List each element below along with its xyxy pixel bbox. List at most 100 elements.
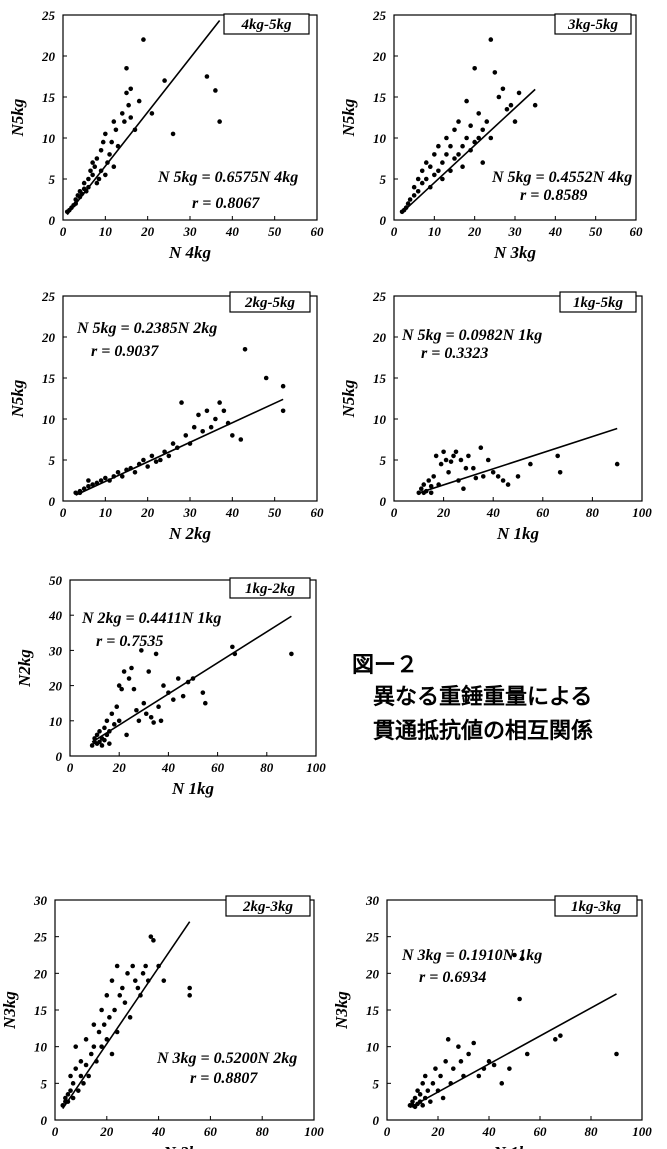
data-point bbox=[187, 985, 192, 991]
data-point bbox=[480, 160, 486, 165]
data-point bbox=[128, 115, 134, 120]
data-point bbox=[263, 375, 269, 381]
data-point bbox=[151, 720, 156, 725]
x-tick-label: 40 bbox=[151, 1124, 166, 1139]
x-tick-label: 50 bbox=[589, 224, 603, 239]
data-point bbox=[117, 993, 123, 998]
x-tick-label: 0 bbox=[60, 505, 67, 520]
data-point bbox=[428, 164, 433, 169]
x-tick-label: 80 bbox=[586, 505, 600, 520]
data-point bbox=[156, 704, 161, 710]
data-point bbox=[129, 665, 134, 671]
data-point bbox=[99, 1007, 104, 1013]
panel-label: 1kg-3kg bbox=[571, 899, 621, 915]
data-point bbox=[221, 408, 227, 414]
data-point bbox=[86, 478, 91, 483]
data-point bbox=[452, 156, 457, 161]
x-tick-label: 60 bbox=[311, 505, 325, 520]
data-point bbox=[456, 1044, 461, 1049]
x-tick-label: 0 bbox=[52, 1124, 59, 1139]
data-point bbox=[230, 433, 235, 438]
panel-label-box bbox=[229, 577, 311, 599]
data-point bbox=[460, 164, 465, 169]
y-axis-label: N5kg bbox=[8, 379, 27, 418]
y-tick-label: 0 bbox=[380, 213, 387, 228]
y-tick-label: 25 bbox=[33, 930, 48, 945]
data-point bbox=[88, 168, 93, 174]
y-tick-label: 10 bbox=[373, 131, 387, 146]
data-point bbox=[443, 1059, 448, 1064]
scatter-plot-1kg-3kg: 0 20 40 60 80 100 0 5 10 15 20 25 30 N 1kg N3kg 1kg-3kg… bbox=[332, 893, 652, 1149]
data-point bbox=[553, 1037, 558, 1042]
data-point bbox=[100, 139, 106, 145]
data-point bbox=[473, 475, 479, 481]
data-point bbox=[507, 1066, 512, 1071]
data-point bbox=[476, 135, 482, 141]
data-point bbox=[88, 1051, 94, 1057]
data-point bbox=[517, 996, 522, 1002]
x-tick-label: 40 bbox=[486, 505, 501, 520]
data-point bbox=[456, 119, 461, 124]
data-point bbox=[420, 1081, 426, 1086]
y-tick-label: 10 bbox=[49, 714, 63, 729]
y-tick-label: 20 bbox=[372, 330, 387, 345]
data-point bbox=[405, 201, 411, 206]
data-point bbox=[92, 164, 98, 169]
data-point bbox=[102, 725, 107, 731]
x-tick-label: 20 bbox=[436, 505, 451, 520]
data-point bbox=[103, 172, 108, 178]
data-point bbox=[128, 86, 134, 92]
x-tick-label: 40 bbox=[482, 1124, 497, 1139]
data-point bbox=[614, 461, 620, 467]
data-point bbox=[122, 1000, 128, 1005]
plot-frame bbox=[386, 899, 643, 1121]
y-tick-label: 0 bbox=[49, 213, 56, 228]
x-tick-label: 100 bbox=[632, 505, 652, 520]
data-point bbox=[98, 478, 104, 483]
data-point bbox=[86, 1073, 91, 1079]
x-tick-label: 40 bbox=[225, 505, 240, 520]
data-point bbox=[81, 180, 87, 186]
data-point bbox=[480, 474, 486, 479]
data-point bbox=[431, 474, 436, 479]
panel-label-box bbox=[225, 895, 311, 917]
data-point bbox=[204, 408, 210, 414]
scatter-plot-2kg-5kg: 0 10 20 30 40 50 60 0 5 10 15 20 25 N 2kg N5kg 2kg-5kg N… bbox=[8, 289, 324, 543]
y-axis-label: N3kg bbox=[0, 991, 19, 1030]
data-point bbox=[528, 461, 533, 467]
data-point bbox=[136, 718, 142, 724]
panel-label-box bbox=[554, 895, 638, 917]
data-point bbox=[480, 127, 486, 133]
data-point bbox=[78, 1073, 84, 1079]
data-point bbox=[500, 86, 506, 92]
y-axis-label: N3kg bbox=[332, 991, 351, 1030]
data-point bbox=[94, 732, 100, 738]
data-point bbox=[196, 412, 201, 418]
data-point bbox=[148, 934, 154, 939]
data-point bbox=[500, 478, 506, 483]
data-point bbox=[97, 739, 102, 745]
x-tick-label: 30 bbox=[183, 505, 198, 520]
data-point bbox=[161, 683, 166, 688]
data-point bbox=[99, 1044, 104, 1049]
regression-equation: N 3kg = 0.1910N 1kg bbox=[401, 947, 542, 964]
y-tick-label: 5 bbox=[41, 1076, 48, 1091]
data-point bbox=[130, 963, 135, 969]
data-point bbox=[420, 1103, 426, 1108]
y-tick-label: 5 bbox=[49, 453, 56, 468]
data-point bbox=[466, 453, 471, 459]
regression-line bbox=[75, 398, 284, 496]
data-point bbox=[532, 102, 538, 108]
data-point bbox=[415, 176, 421, 182]
data-point bbox=[171, 697, 176, 702]
data-point bbox=[127, 1015, 133, 1020]
y-tick-label: 10 bbox=[34, 1040, 48, 1055]
data-point bbox=[466, 1051, 471, 1057]
data-point bbox=[90, 160, 95, 165]
data-point bbox=[436, 168, 441, 174]
data-point bbox=[86, 483, 91, 489]
data-point bbox=[441, 449, 446, 455]
data-point bbox=[422, 1073, 428, 1079]
x-tick-label: 10 bbox=[99, 224, 113, 239]
x-axis-label: N 3kg bbox=[493, 243, 537, 262]
